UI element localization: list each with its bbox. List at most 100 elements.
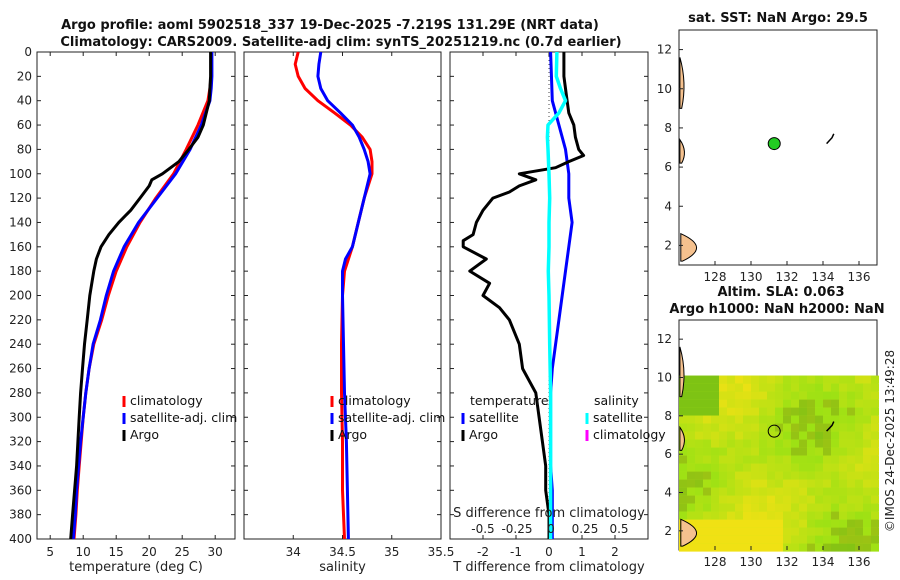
- x-tick-label: 128: [704, 270, 727, 284]
- argo-float-marker: [767, 137, 781, 151]
- sla-cell: [695, 399, 703, 408]
- sla-cell: [847, 463, 855, 472]
- sla-cell: [831, 375, 839, 384]
- sla-cell: [871, 511, 879, 520]
- sla-cell: [759, 375, 767, 384]
- sla-cell: [743, 407, 751, 416]
- sla-cell: [767, 447, 775, 456]
- sla-cell: [783, 511, 791, 520]
- sla-cell: [871, 439, 879, 448]
- sla-map: 128 130 132 134 136 2 4 6 8 10 12: [657, 319, 879, 569]
- y-tick-label: 4: [664, 486, 672, 500]
- sla-cell: [823, 463, 831, 472]
- y-tick-label: 180: [9, 264, 32, 278]
- sla-cell: [839, 543, 847, 552]
- sla-cell: [863, 487, 871, 496]
- land-outline: [680, 518, 698, 547]
- sla-cell: [799, 487, 807, 496]
- sla-cell: [727, 431, 735, 440]
- series-argo: [69, 52, 213, 540]
- sla-cell: [687, 415, 695, 424]
- sla-cell: [679, 503, 687, 512]
- sla-cell: [855, 391, 863, 400]
- sla-cell: [703, 383, 711, 392]
- sla-cell: [863, 447, 871, 456]
- sla-cell: [703, 519, 711, 528]
- sla-cell: [679, 415, 687, 424]
- sla-cell: [775, 487, 783, 496]
- y-tick-label: 300: [9, 410, 32, 424]
- sla-cell: [823, 479, 831, 488]
- sla-cell: [791, 543, 799, 552]
- sla-cell: [735, 415, 743, 424]
- sla-cell: [791, 415, 799, 424]
- x-tick-label: 130: [740, 270, 763, 284]
- sla-cell: [783, 415, 791, 424]
- sla-cell: [831, 391, 839, 400]
- sla-cell: [767, 399, 775, 408]
- sla-cell: [855, 527, 863, 536]
- sla-cell: [839, 375, 847, 384]
- sla-cell: [831, 511, 839, 520]
- sla-cell: [775, 503, 783, 512]
- sla-cell: [743, 423, 751, 432]
- sla-cell: [767, 375, 775, 384]
- sla-cell: [839, 439, 847, 448]
- sla-cell: [791, 447, 799, 456]
- sla-cell: [847, 527, 855, 536]
- sla-cell: [847, 511, 855, 520]
- sla-cell: [847, 471, 855, 480]
- sla-cell: [839, 423, 847, 432]
- sla-cell: [735, 535, 743, 544]
- sla-cell: [703, 543, 711, 552]
- sla-cell: [759, 527, 767, 536]
- sla-cell: [783, 535, 791, 544]
- land-outline: [679, 425, 685, 451]
- sla-cell: [799, 415, 807, 424]
- sla-cell: [807, 535, 815, 544]
- sla-cell: [743, 487, 751, 496]
- sla-cell: [783, 407, 791, 416]
- sla-cell: [751, 487, 759, 496]
- sla-cell: [815, 439, 823, 448]
- sla-cell: [743, 543, 751, 552]
- sla-cell: [807, 495, 815, 504]
- sla-cell: [719, 423, 727, 432]
- sla-cell: [783, 455, 791, 464]
- sla-cell: [711, 511, 719, 520]
- top-axis-label: S difference from climatology: [453, 506, 645, 521]
- sla-cell: [759, 415, 767, 424]
- sla-cell: [815, 527, 823, 536]
- x-tick-label: -2: [477, 545, 489, 559]
- sla-cell: [791, 423, 799, 432]
- sla-cell: [791, 479, 799, 488]
- sla-cell: [711, 535, 719, 544]
- sla-cell: [863, 511, 871, 520]
- sla-cell: [743, 415, 751, 424]
- x-tick-label: 10: [76, 545, 91, 559]
- sla-cell: [727, 487, 735, 496]
- sla-cell: [719, 447, 727, 456]
- sla-cell: [687, 503, 695, 512]
- sla-cell: [855, 479, 863, 488]
- sla-cell: [687, 399, 695, 408]
- sla-cell: [871, 447, 879, 456]
- sla-cell: [863, 495, 871, 504]
- x-tick-label: 35: [384, 545, 399, 559]
- sla-cell: [791, 455, 799, 464]
- sla-cell: [831, 495, 839, 504]
- sla-cell: [719, 503, 727, 512]
- sla-cell: [807, 527, 815, 536]
- sla-cell: [759, 399, 767, 408]
- sla-cell: [727, 439, 735, 448]
- sla-cell: [727, 455, 735, 464]
- sla-cell: [775, 391, 783, 400]
- top-tick-label: -0.5: [471, 522, 494, 536]
- sla-cell: [855, 471, 863, 480]
- y-tick-label: 100: [9, 167, 32, 181]
- sla-cell: [823, 519, 831, 528]
- sla-cell: [743, 471, 751, 480]
- sla-cell: [863, 423, 871, 432]
- sla-cell: [711, 519, 719, 528]
- sla-cell: [687, 511, 695, 520]
